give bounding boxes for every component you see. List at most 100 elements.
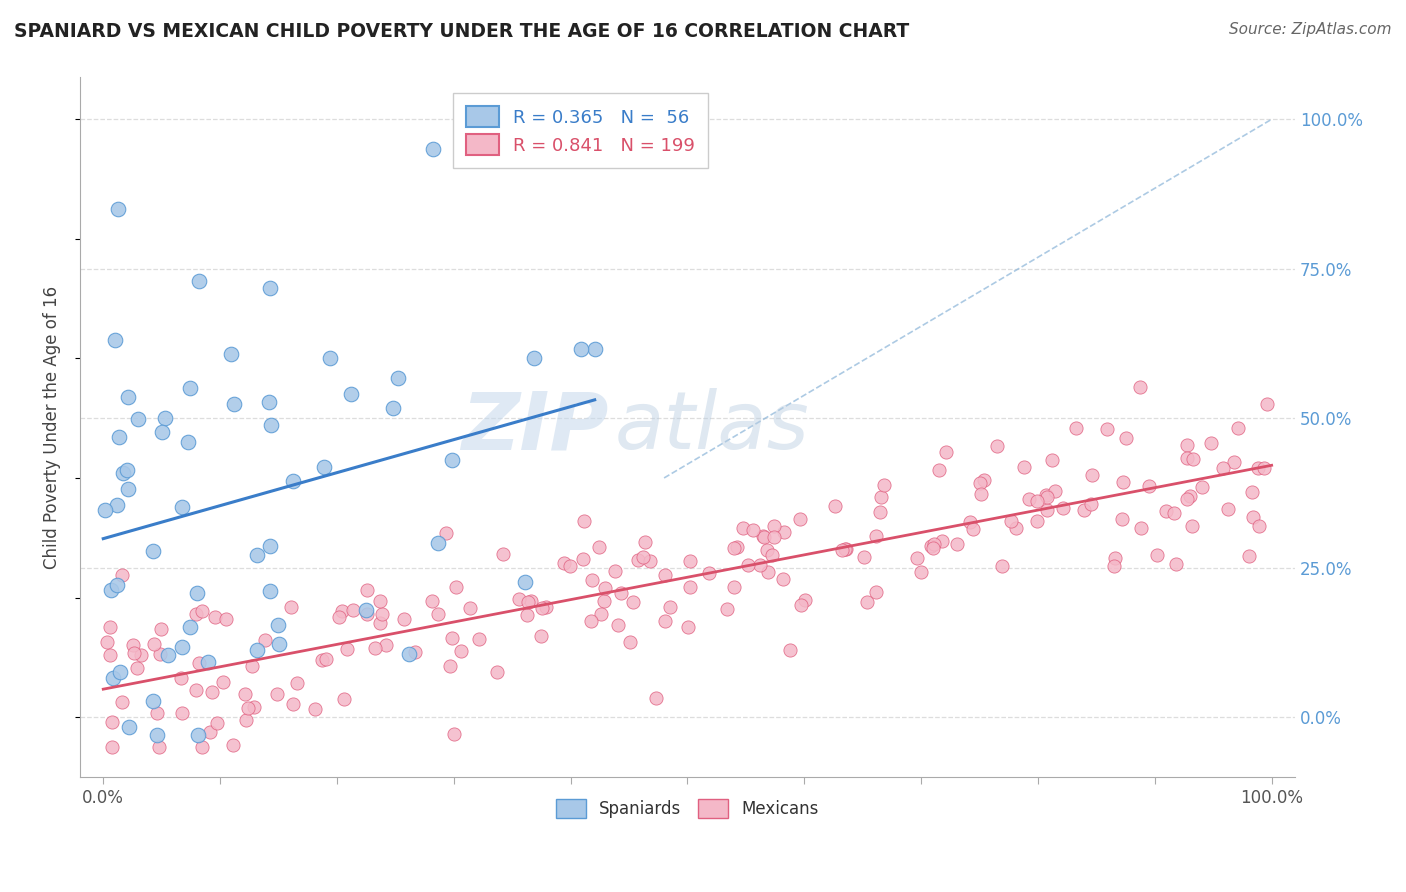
Point (790, 599, 813, 613)
Point (101, 739, 124, 754)
Point (1237, 549, 1260, 563)
Point (579, 614, 602, 628)
Point (148, 739, 170, 754)
Point (569, 343, 592, 357)
Point (191, 604, 214, 618)
Point (517, 595, 540, 609)
Point (333, 692, 356, 706)
Point (285, 675, 308, 690)
Point (170, 706, 193, 720)
Point (725, 540, 748, 554)
Point (1175, 491, 1198, 506)
Point (187, 656, 209, 670)
Point (259, 584, 281, 599)
Point (184, 607, 207, 621)
Point (107, 202, 129, 216)
Point (1097, 422, 1119, 436)
Point (1166, 557, 1188, 571)
Point (212, 675, 235, 690)
Point (970, 487, 993, 501)
Point (280, 599, 302, 614)
Point (219, 346, 242, 360)
Point (553, 557, 575, 571)
Point (260, 417, 283, 432)
Point (100, 583, 122, 598)
Point (186, 586, 208, 600)
Point (595, 581, 617, 595)
Point (150, 425, 173, 440)
Point (370, 607, 392, 621)
Point (259, 281, 281, 295)
Point (281, 697, 304, 711)
Point (153, 411, 176, 425)
Point (991, 558, 1014, 573)
Point (855, 595, 877, 609)
Point (1253, 461, 1275, 475)
Point (631, 550, 654, 565)
Point (962, 522, 984, 536)
Point (356, 607, 378, 622)
Point (1256, 397, 1278, 411)
Point (654, 567, 676, 582)
Point (1004, 521, 1026, 535)
Point (149, 647, 172, 661)
Point (177, 435, 200, 450)
Point (619, 635, 641, 649)
Point (1018, 491, 1040, 506)
Point (751, 529, 773, 543)
Point (1000, 514, 1022, 528)
Point (588, 540, 610, 554)
Point (621, 595, 644, 609)
Point (1181, 518, 1204, 533)
Point (1036, 490, 1059, 504)
Point (592, 593, 614, 607)
Point (1104, 550, 1126, 565)
Point (235, 713, 257, 727)
Point (364, 640, 387, 655)
Point (1104, 559, 1126, 574)
Point (513, 575, 536, 590)
Point (581, 573, 603, 587)
Point (236, 700, 259, 714)
Point (197, 655, 219, 669)
Point (519, 593, 541, 607)
Point (1112, 475, 1135, 489)
Point (773, 524, 796, 539)
Text: atlas: atlas (614, 388, 810, 467)
Point (905, 551, 928, 566)
Point (458, 601, 481, 615)
Point (752, 530, 775, 544)
Point (156, 648, 179, 662)
Point (434, 526, 457, 541)
Point (142, 637, 165, 651)
Point (96, 635, 118, 649)
Point (749, 558, 772, 573)
Point (644, 690, 666, 705)
Point (98, 620, 121, 634)
Point (404, 645, 426, 659)
Point (869, 490, 891, 504)
Point (530, 601, 553, 615)
Point (170, 500, 193, 514)
Point (824, 500, 846, 514)
Point (111, 695, 134, 709)
Point (1045, 484, 1067, 499)
Point (257, 395, 280, 409)
Point (1178, 489, 1201, 503)
Point (105, 498, 128, 512)
Point (118, 720, 141, 734)
Point (986, 439, 1008, 453)
Point (328, 610, 350, 624)
Point (589, 607, 612, 621)
Point (340, 387, 363, 401)
Point (104, 334, 127, 348)
Point (515, 608, 537, 623)
Point (253, 632, 276, 647)
Point (179, 381, 201, 395)
Point (184, 682, 207, 697)
Point (1222, 454, 1244, 468)
Point (187, 728, 209, 742)
Point (382, 401, 405, 416)
Point (1080, 496, 1102, 510)
Point (920, 540, 942, 554)
